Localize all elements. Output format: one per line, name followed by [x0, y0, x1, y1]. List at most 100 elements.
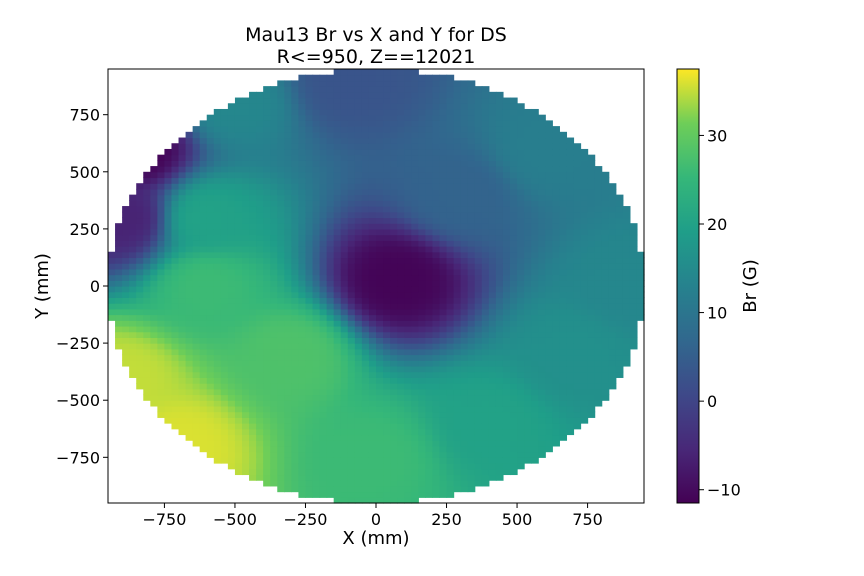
heatmap-cell [263, 206, 271, 213]
heatmap-cell [277, 80, 285, 87]
heatmap-cell [178, 240, 187, 247]
heatmap-cell [404, 491, 412, 498]
heatmap-cell [171, 200, 180, 207]
heatmap-cell [552, 246, 560, 253]
heatmap-cell [284, 405, 292, 413]
heatmap-cell [319, 291, 328, 299]
heatmap-cell [340, 177, 349, 184]
heatmap-cell [291, 291, 300, 299]
heatmap-cell [510, 171, 518, 179]
heatmap-cell [354, 303, 363, 310]
heatmap-cell [538, 331, 546, 338]
heatmap-cell [474, 91, 483, 99]
heatmap-cell [460, 451, 469, 458]
heatmap-cell [199, 154, 208, 161]
heatmap-cell [622, 280, 631, 287]
heatmap-cell [545, 434, 553, 441]
heatmap-cell [404, 143, 412, 150]
heatmap-cell [242, 360, 250, 367]
heatmap-cell [425, 211, 434, 219]
heatmap-cell [467, 457, 476, 464]
heatmap-cell [368, 457, 377, 464]
heatmap-cell [340, 69, 349, 76]
heatmap-cell [404, 303, 412, 310]
heatmap-cell [622, 234, 631, 241]
heatmap-cell [376, 217, 384, 224]
heatmap-cell [502, 445, 511, 453]
heatmap-cell [474, 166, 483, 173]
heatmap-cell [347, 428, 356, 436]
heatmap-cell [227, 331, 236, 338]
heatmap-cell [340, 240, 349, 247]
heatmap-cell [538, 183, 546, 190]
heatmap-cell [594, 343, 603, 350]
heatmap-cell [594, 246, 603, 253]
heatmap-cell [361, 297, 370, 304]
heatmap-cell [354, 131, 363, 139]
heatmap-cell [460, 485, 469, 493]
heatmap-cell [213, 331, 222, 338]
heatmap-cell [383, 80, 391, 87]
heatmap-cell [425, 240, 434, 247]
heatmap-cell [157, 257, 166, 264]
heatmap-cell [383, 405, 391, 413]
heatmap-cell [404, 457, 412, 464]
heatmap-cell [171, 343, 180, 350]
heatmap-cell [411, 154, 419, 161]
heatmap-cell [481, 434, 490, 441]
heatmap-cell [439, 171, 448, 179]
heatmap-cell [354, 143, 363, 150]
heatmap-cell [284, 463, 292, 470]
heatmap-cell [566, 154, 575, 161]
heatmap-cell [601, 188, 610, 196]
heatmap-cell [397, 143, 405, 150]
heatmap-cell [432, 240, 441, 247]
heatmap-cell [488, 194, 497, 201]
heatmap-cell [270, 120, 278, 127]
heatmap-cell [594, 280, 603, 287]
heatmap-cell [566, 383, 575, 390]
heatmap-cell [552, 411, 560, 418]
heatmap-cell [298, 183, 307, 190]
heatmap-cell [453, 417, 462, 424]
heatmap-cell [559, 423, 568, 430]
heatmap-cell [566, 200, 575, 207]
heatmap-cell [524, 337, 532, 344]
heatmap-cell [404, 308, 412, 316]
heatmap-cell [129, 291, 137, 299]
x-tick-label: −250 [283, 510, 327, 529]
heatmap-cell [326, 371, 335, 378]
heatmap-cell [467, 337, 476, 344]
heatmap-cell [404, 257, 412, 264]
heatmap-cell [213, 428, 222, 436]
heatmap-cell [192, 148, 201, 156]
heatmap-cell [580, 194, 589, 201]
heatmap-cell [376, 177, 384, 184]
heatmap-cell [601, 234, 610, 241]
heatmap-cell [397, 200, 405, 207]
heatmap-cell [531, 177, 539, 184]
heatmap-cell [580, 217, 589, 224]
heatmap-cell [460, 274, 469, 281]
heatmap-cell [376, 440, 384, 447]
heatmap-cell [227, 417, 236, 424]
heatmap-cell [136, 325, 144, 333]
heatmap-cell [418, 166, 426, 173]
heatmap-cell [383, 343, 391, 350]
heatmap-cell [488, 211, 497, 219]
heatmap-cell [270, 268, 278, 276]
heatmap-cell [474, 211, 483, 219]
heatmap-cell [601, 308, 610, 316]
heatmap-cell [319, 74, 328, 82]
heatmap-cell [517, 297, 525, 304]
heatmap-cell [587, 354, 596, 361]
heatmap-cell [460, 86, 469, 93]
heatmap-cell [192, 223, 201, 230]
heatmap-cell [502, 131, 511, 139]
heatmap-cell [383, 354, 391, 361]
heatmap-cell [227, 148, 236, 156]
heatmap-cell [488, 445, 497, 453]
heatmap-cell [510, 228, 518, 236]
heatmap-cell [545, 314, 553, 321]
heatmap-cell [411, 160, 419, 167]
